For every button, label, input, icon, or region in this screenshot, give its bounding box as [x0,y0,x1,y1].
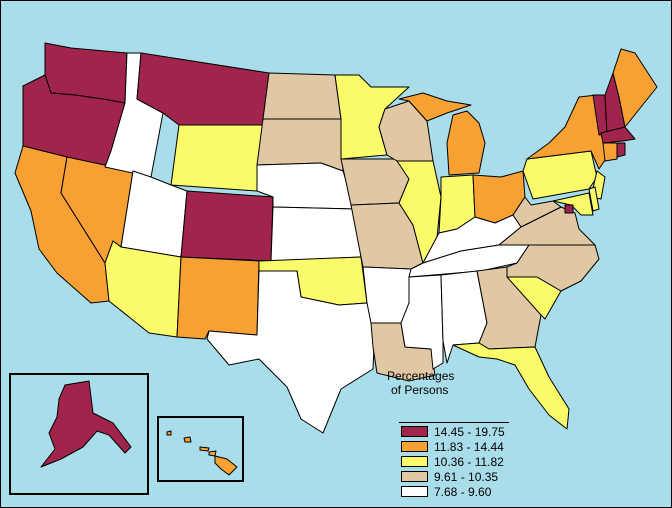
legend-rule [399,422,509,423]
hawaii-inset-frame [157,416,244,482]
legend-swatch [401,426,428,437]
state-texas[interactable] [206,270,376,434]
state-hawaii[interactable] [166,430,238,476]
legend-swatch [401,486,428,497]
legend-label: 9.61 - 10.35 [434,469,499,484]
legend-title: Percentages of Persons [387,369,507,397]
state-michigan-upper[interactable] [398,92,472,122]
state-new-mexico[interactable] [176,256,260,340]
state-kansas[interactable] [270,206,362,262]
legend-swatch [401,441,428,452]
legend-swatch [401,456,428,467]
alaska-inset-frame [9,373,149,495]
legend-label: 11.83 - 14.44 [434,439,504,454]
legend-row: 10.36 - 11.82 [401,454,531,469]
state-michigan[interactable] [446,110,486,176]
state-maine[interactable] [612,48,658,128]
state-maryland[interactable] [552,192,594,216]
state-west-virginia[interactable] [512,196,562,228]
state-iowa[interactable] [340,158,410,206]
legend-title-line2: of Persons [391,383,449,397]
legend-row: 7.68 - 9.60 [401,484,531,499]
state-colorado[interactable] [180,190,274,262]
state-connecticut[interactable] [602,142,618,162]
state-rhode-island[interactable] [616,142,626,158]
state-florida[interactable] [452,342,570,430]
state-dc[interactable] [564,204,574,214]
state-delaware[interactable] [588,186,600,212]
legend-label: 10.36 - 11.82 [434,454,504,469]
legend-row: 14.45 - 19.75 [401,424,531,439]
state-wyoming[interactable] [170,124,264,192]
state-arkansas[interactable] [362,266,412,324]
legend-swatch [401,471,428,482]
legend: 14.45 - 19.75 11.83 - 14.44 10.36 - 11.8… [401,424,531,499]
state-arizona[interactable] [104,240,182,338]
legend-row: 11.83 - 14.44 [401,439,531,454]
legend-row: 9.61 - 10.35 [401,469,531,484]
state-massachusetts[interactable] [600,126,636,144]
legend-label: 14.45 - 19.75 [434,424,505,439]
legend-label: 7.68 - 9.60 [434,484,492,499]
state-north-dakota[interactable] [262,72,342,120]
legend-title-line1: Percentages [387,369,455,383]
state-alaska[interactable] [40,380,132,468]
